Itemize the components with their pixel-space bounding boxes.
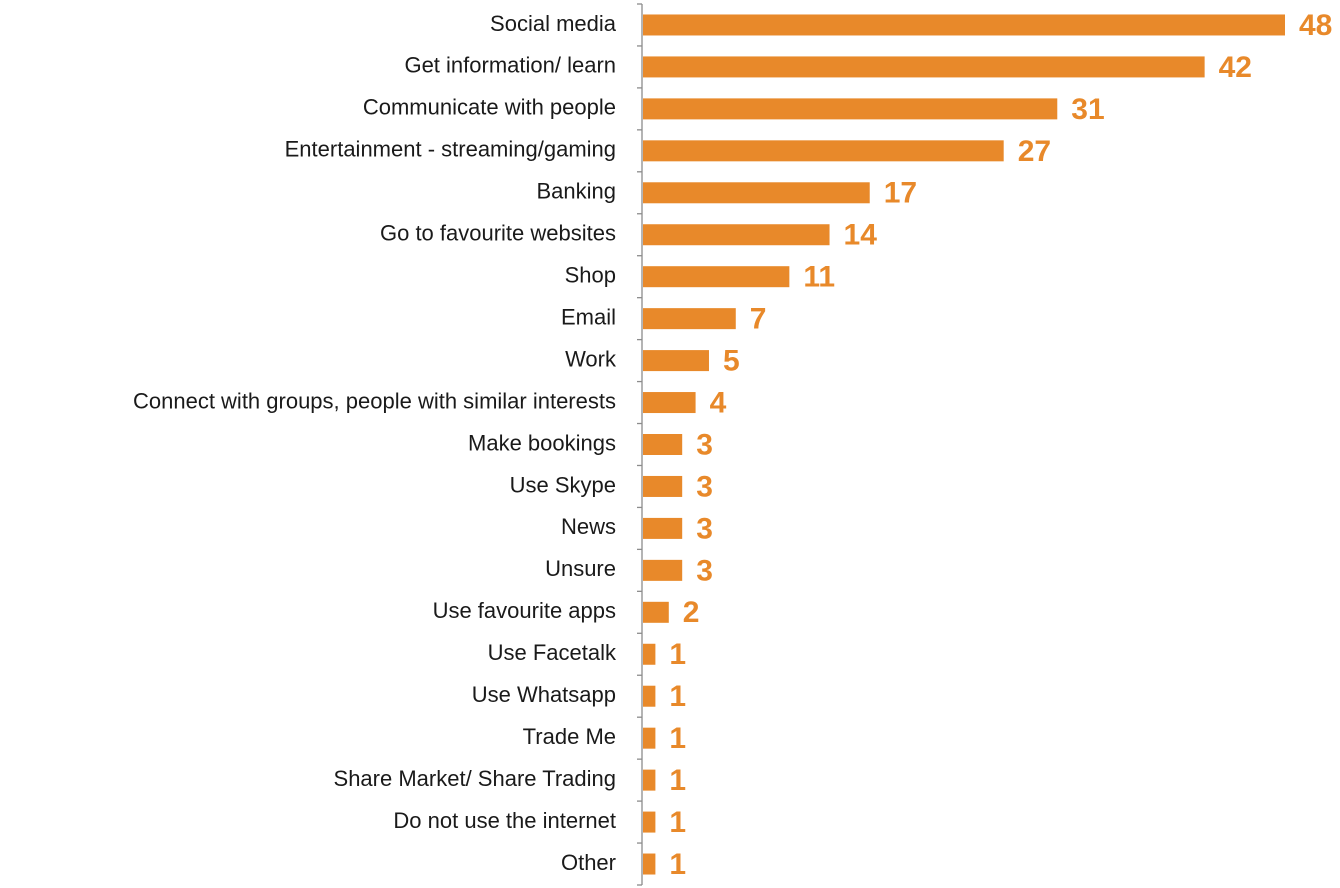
value-label: 31: [1071, 93, 1104, 126]
category-label: Use Whatsapp: [472, 682, 616, 707]
bar: [643, 224, 830, 246]
bar: [643, 643, 656, 665]
value-label: 14: [844, 219, 878, 252]
value-label: 3: [696, 470, 713, 503]
category-label: Use Skype: [510, 472, 616, 497]
category-label: Communicate with people: [363, 95, 616, 120]
category-label: Banking: [536, 179, 616, 204]
bar: [643, 517, 683, 539]
value-label: 3: [696, 512, 713, 545]
value-label: 17: [884, 177, 917, 210]
category-label: Social media: [490, 11, 617, 36]
bar: [643, 559, 683, 581]
value-label: 1: [669, 722, 686, 755]
bar: [643, 475, 683, 497]
value-label: 3: [696, 428, 713, 461]
value-label: 3: [696, 554, 713, 587]
category-label: Unsure: [545, 556, 616, 581]
value-label: 11: [803, 261, 835, 294]
bar: [643, 98, 1058, 120]
category-label: Connect with groups, people with similar…: [133, 388, 616, 413]
bar: [643, 392, 696, 414]
bar: [643, 56, 1205, 78]
bar: [643, 853, 656, 875]
bar: [643, 182, 870, 204]
bar: [643, 601, 669, 623]
value-label: 7: [750, 303, 767, 336]
bar: [643, 140, 1004, 162]
value-label: 1: [669, 806, 686, 839]
category-label: Go to favourite websites: [380, 221, 616, 246]
bar: [643, 769, 656, 791]
category-label: News: [561, 514, 616, 539]
bar: [643, 266, 790, 288]
value-label: 1: [669, 764, 686, 797]
category-label: Trade Me: [523, 724, 616, 749]
bar: [643, 434, 683, 455]
category-label: Work: [565, 346, 617, 371]
value-label: 4: [710, 386, 727, 419]
value-label: 1: [669, 638, 686, 671]
category-label: Do not use the internet: [393, 808, 616, 833]
bar: [643, 727, 656, 749]
category-label: Use favourite apps: [433, 598, 616, 623]
bar: [643, 308, 736, 330]
bar: [643, 350, 709, 372]
category-label: Shop: [565, 263, 616, 288]
category-label: Entertainment - streaming/gaming: [285, 137, 616, 162]
category-label: Other: [561, 850, 616, 875]
value-label: 27: [1018, 135, 1051, 168]
category-label: Get information/ learn: [404, 53, 616, 78]
value-label: 1: [669, 848, 686, 881]
bar: [643, 685, 656, 707]
category-label: Use Facetalk: [488, 640, 617, 665]
value-label: 48: [1299, 9, 1332, 42]
value-label: 42: [1219, 51, 1252, 84]
bar: [643, 811, 656, 833]
value-label: 1: [669, 680, 686, 713]
category-label: Email: [561, 304, 616, 329]
value-label: 2: [683, 596, 700, 629]
category-label: Share Market/ Share Trading: [334, 766, 616, 791]
value-label: 5: [723, 345, 740, 378]
category-label: Make bookings: [468, 430, 616, 455]
bar: [643, 14, 1285, 36]
